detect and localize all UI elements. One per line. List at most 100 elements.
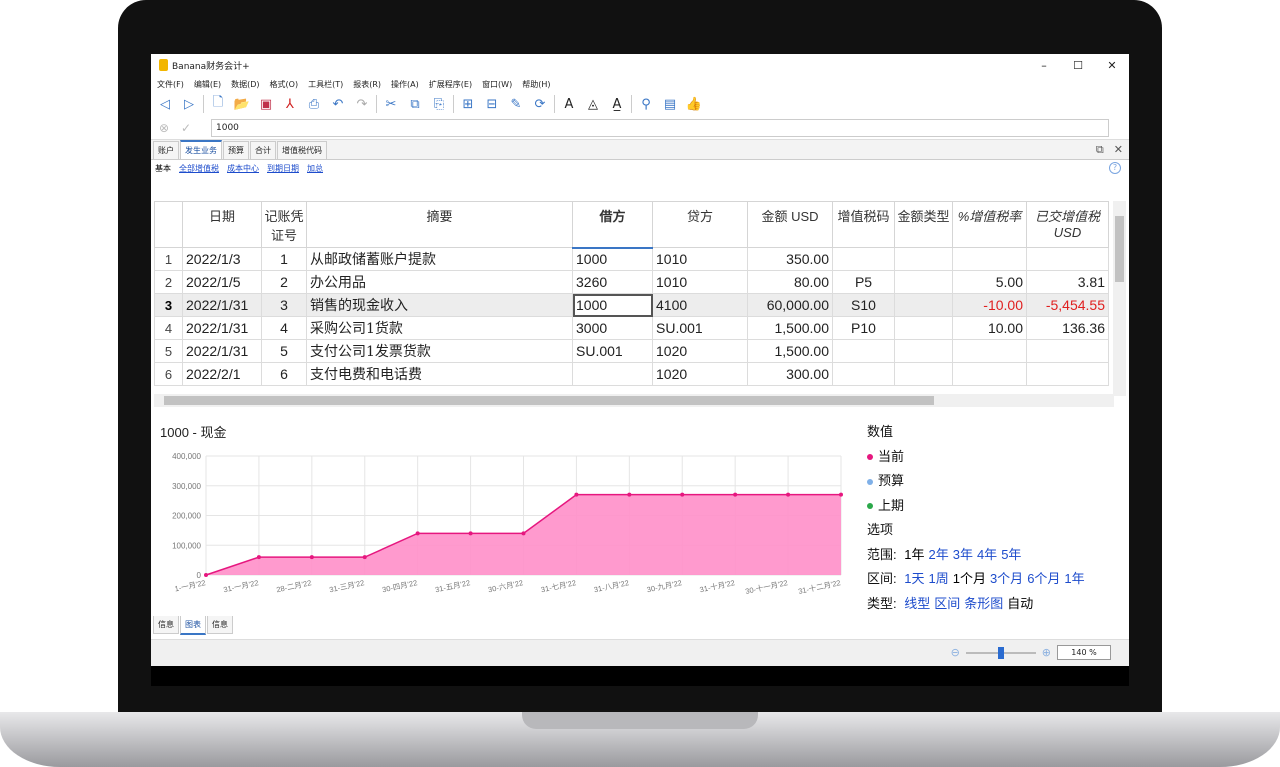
- table-row[interactable]: 1 2022/1/3 1 从邮政储蓄账户提款 1000 1010 350.00: [154, 247, 1109, 271]
- cell-amount[interactable]: 1,500.00: [747, 316, 833, 340]
- cell-date[interactable]: 2022/1/31: [182, 293, 262, 317]
- fill-color-icon[interactable]: ◬: [588, 96, 598, 112]
- cell-vat-posted[interactable]: [1026, 247, 1109, 271]
- interval-1y[interactable]: 1年: [1064, 571, 1085, 586]
- cell-vat-posted[interactable]: [1026, 362, 1109, 386]
- cell-description[interactable]: 支付电费和电话费: [306, 362, 573, 386]
- interval-1d[interactable]: 1天: [904, 571, 925, 586]
- range-5y[interactable]: 5年: [1001, 546, 1022, 562]
- paste-icon[interactable]: ⎘: [433, 96, 445, 112]
- cell-debit[interactable]: 1000: [572, 247, 653, 271]
- legend-item-current[interactable]: 当前: [867, 445, 1085, 470]
- zoom-out-icon[interactable]: ⊖: [950, 646, 960, 659]
- new-file-icon[interactable]: 🗋: [212, 95, 224, 110]
- cell-amount[interactable]: 350.00: [747, 247, 833, 271]
- menu-file[interactable]: 文件(F): [157, 79, 184, 89]
- cell-doc[interactable]: 4: [261, 316, 307, 340]
- cell-description[interactable]: 办公用品: [306, 270, 573, 294]
- cell-amount[interactable]: 80.00: [747, 270, 833, 294]
- interval-1m[interactable]: 1个月: [952, 571, 986, 586]
- view-cost-center[interactable]: 成本中心: [227, 163, 259, 173]
- col-amount[interactable]: 金额 USD: [747, 201, 833, 248]
- range-1y[interactable]: 1年: [904, 546, 925, 562]
- cell-credit[interactable]: 1010: [652, 247, 748, 271]
- tab-accounts[interactable]: 账户: [153, 141, 179, 159]
- menu-format[interactable]: 格式(O): [269, 79, 299, 89]
- cell-amount-type[interactable]: [894, 247, 953, 271]
- cell-debit-active[interactable]: 1000: [572, 293, 653, 317]
- cell-vat-rate[interactable]: -10.00: [952, 293, 1027, 317]
- redo-icon[interactable]: ↷: [356, 96, 368, 112]
- cell-vat-posted[interactable]: 136.36: [1026, 316, 1109, 340]
- view-due-date[interactable]: 到期日期: [267, 163, 299, 173]
- cell-vat-code[interactable]: [832, 339, 895, 363]
- undo-icon[interactable]: ↶: [332, 96, 344, 112]
- cell-vat-posted[interactable]: 3.81: [1026, 270, 1109, 294]
- cell-amount-type[interactable]: [894, 316, 953, 340]
- view-all-vat[interactable]: 全部增值税: [179, 163, 219, 173]
- legend-item-previous[interactable]: 上期: [867, 494, 1085, 519]
- cell-doc[interactable]: 1: [261, 247, 307, 271]
- legend-item-budget[interactable]: 预算: [867, 469, 1085, 494]
- col-date[interactable]: 日期: [182, 201, 262, 248]
- horizontal-scrollbar[interactable]: [154, 394, 1114, 407]
- recalculate-icon[interactable]: ⟳: [534, 96, 546, 112]
- menu-actions[interactable]: 操作(A): [391, 79, 419, 89]
- cell-doc[interactable]: 6: [261, 362, 307, 386]
- cell-vat-posted[interactable]: [1026, 339, 1109, 363]
- interval-6m[interactable]: 6个月: [1027, 571, 1061, 586]
- maximize-icon[interactable]: ☐: [1073, 58, 1083, 72]
- cell-vat-rate[interactable]: [952, 362, 1027, 386]
- type-auto[interactable]: 自动: [1007, 595, 1034, 611]
- range-3y[interactable]: 3年: [952, 546, 973, 562]
- view-totals[interactable]: 加总: [307, 163, 323, 173]
- cell-credit[interactable]: SU.001: [652, 316, 748, 340]
- cell-amount[interactable]: 1,500.00: [747, 339, 833, 363]
- cell-debit[interactable]: 3000: [572, 316, 653, 340]
- type-bar[interactable]: 条形图: [964, 595, 1004, 611]
- table-row-selected[interactable]: 3 2022/1/31 3 销售的现金收入 1000 4100 60,000.0…: [154, 293, 1109, 317]
- interval-3m[interactable]: 3个月: [989, 571, 1024, 586]
- cell-amount[interactable]: 300.00: [747, 362, 833, 386]
- col-description[interactable]: 摘要: [306, 201, 573, 248]
- scroll-thumb[interactable]: [1115, 216, 1124, 282]
- table-row[interactable]: 2 2022/1/5 2 办公用品 3260 1010 80.00 P5 5.0…: [154, 270, 1109, 294]
- menu-edit[interactable]: 编辑(E): [193, 79, 222, 89]
- print-preview-icon[interactable]: ⎙: [308, 96, 320, 112]
- tab-info-2[interactable]: 信息: [207, 616, 233, 634]
- menu-window[interactable]: 窗口(W): [482, 79, 513, 89]
- font-icon[interactable]: A: [564, 96, 574, 112]
- cell-vat-posted[interactable]: -5,454.55: [1026, 293, 1109, 317]
- cell-date[interactable]: 2022/1/5: [182, 270, 262, 294]
- cell-vat-code[interactable]: [832, 362, 895, 386]
- cell-vat-code[interactable]: P10: [832, 316, 895, 340]
- cell-vat-rate[interactable]: [952, 247, 1027, 271]
- cancel-edit-icon[interactable]: ⊗: [159, 120, 170, 135]
- cell-credit[interactable]: 1020: [652, 362, 748, 386]
- type-line[interactable]: 线型: [904, 595, 931, 611]
- col-debit[interactable]: 借方: [572, 201, 653, 249]
- add-row-icon[interactable]: ⊞: [462, 96, 474, 112]
- back-icon[interactable]: ◁: [160, 96, 170, 112]
- col-doc[interactable]: 记账凭证号: [261, 201, 307, 248]
- tab-vat-codes[interactable]: 增值税代码: [277, 141, 327, 159]
- col-vat-code[interactable]: 增值税码: [832, 201, 895, 248]
- cell-amount-type[interactable]: [894, 362, 953, 386]
- search-icon[interactable]: ⚲: [641, 96, 651, 112]
- cell-date[interactable]: 2022/2/1: [182, 362, 262, 386]
- open-folder-icon[interactable]: 📂: [233, 96, 251, 112]
- cell-date[interactable]: 2022/1/3: [182, 247, 262, 271]
- cell-amount-type[interactable]: [894, 293, 953, 317]
- menu-toolbar[interactable]: 工具栏(T): [308, 79, 344, 89]
- zoom-in-icon[interactable]: ⊕: [1041, 646, 1051, 659]
- tab-budget[interactable]: 预算: [223, 141, 249, 159]
- zoom-value[interactable]: 140 %: [1057, 645, 1111, 660]
- menu-data[interactable]: 数据(D): [231, 79, 260, 89]
- pdf-icon[interactable]: ⅄: [286, 96, 294, 112]
- cut-icon[interactable]: ✂: [385, 96, 397, 112]
- view-basic[interactable]: 基本: [155, 163, 171, 173]
- vertical-scrollbar[interactable]: [1113, 201, 1126, 396]
- edit-row-icon[interactable]: ✎: [510, 96, 522, 112]
- cell-vat-code[interactable]: P5: [832, 270, 895, 294]
- window-layout-icon[interactable]: ▤: [663, 96, 677, 112]
